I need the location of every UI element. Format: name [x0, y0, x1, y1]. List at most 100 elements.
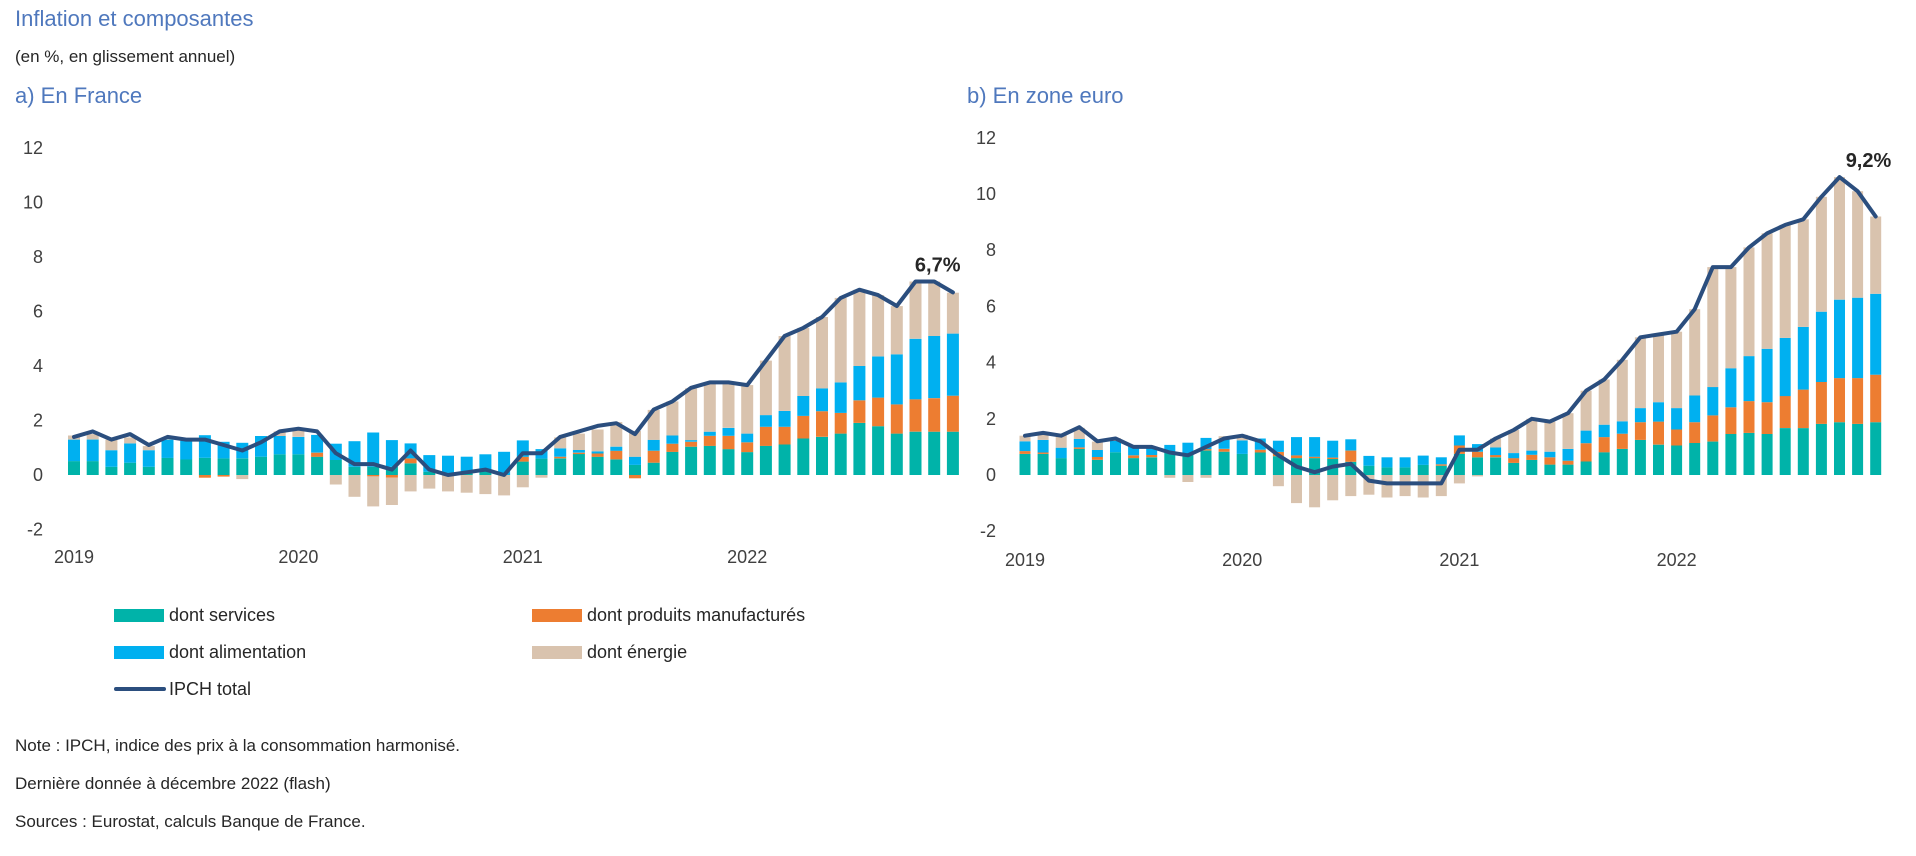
bar-alimentation [1363, 455, 1375, 466]
bar-alimentation [1671, 408, 1683, 430]
bar-alimentation [834, 382, 847, 413]
bar-alimentation [1110, 441, 1121, 453]
bar-energie [778, 336, 791, 411]
bar-alimentation [1616, 421, 1628, 434]
bar-alimentation [1634, 408, 1646, 423]
bar-services [1779, 428, 1791, 475]
bar-services [685, 446, 698, 475]
bar-energie [629, 430, 641, 457]
bar-energie [703, 382, 716, 432]
bar-manufactures [217, 475, 230, 477]
bar-energie [1435, 475, 1447, 497]
bar-manufactures [759, 426, 772, 446]
bar-alimentation [1417, 455, 1429, 465]
annotation-last-value: 6,7% [915, 255, 961, 277]
bar-manufactures [1598, 437, 1610, 453]
bar-manufactures [1091, 457, 1103, 460]
bar-manufactures [1218, 448, 1230, 452]
bar-manufactures [311, 452, 324, 457]
x-tick-label: 2022 [727, 547, 767, 567]
bar-energie [816, 317, 828, 389]
bar-alimentation [142, 450, 155, 467]
bar-energie [1815, 196, 1827, 312]
bar-energie [329, 475, 342, 485]
bar-services [1399, 467, 1411, 475]
bar-services [1073, 448, 1085, 475]
bar-manufactures [853, 400, 866, 423]
bar-alimentation [86, 439, 99, 462]
bar-services [853, 423, 866, 475]
bar-services [1472, 457, 1483, 475]
bar-energie [1309, 475, 1321, 508]
bar-services [1254, 452, 1266, 475]
bar-services [703, 445, 716, 475]
bar-energie [1725, 267, 1737, 369]
bar-energie [1019, 435, 1031, 442]
bar-alimentation [1146, 446, 1158, 455]
bar-energie [348, 475, 361, 497]
bar-energie [1055, 435, 1067, 448]
bar-alimentation [759, 415, 772, 427]
bar-energie [1634, 337, 1646, 409]
bar-alimentation [1779, 337, 1791, 397]
bar-services [1544, 464, 1556, 475]
bar-alimentation [946, 333, 959, 396]
bar-alimentation [554, 448, 567, 457]
bar-alimentation [1508, 453, 1520, 459]
bar-services [610, 459, 623, 475]
bar-manufactures [1689, 422, 1701, 443]
bar-manufactures [1834, 378, 1845, 423]
x-tick-label: 2019 [54, 547, 94, 567]
bar-services [367, 466, 380, 475]
legend-label: IPCH total [169, 678, 252, 699]
legend-line-ipch [114, 687, 166, 691]
y-tick-label: 8 [33, 247, 43, 267]
bar-services [68, 461, 80, 475]
bar-energie [535, 475, 548, 478]
panel-title-france: a) En France [15, 83, 143, 108]
bar-services [1743, 432, 1755, 475]
bar-services [236, 458, 249, 475]
bar-energie [1852, 191, 1864, 298]
bar-manufactures [928, 398, 941, 432]
annotation-last-value: 9,2% [1846, 150, 1892, 172]
bar-services [1381, 467, 1393, 475]
y-tick-label: 12 [976, 128, 996, 148]
bar-manufactures [516, 456, 529, 462]
bar-energie [909, 281, 922, 339]
bar-energie [1182, 475, 1194, 482]
bar-manufactures [1634, 422, 1646, 440]
bar-manufactures [1254, 449, 1266, 453]
bar-manufactures [722, 435, 735, 450]
bar-manufactures [1327, 457, 1339, 459]
bar-services [1128, 458, 1140, 475]
bar-services [105, 466, 118, 475]
bar-alimentation [685, 440, 698, 442]
legend-item-services: dont services [114, 604, 275, 626]
bar-alimentation [1309, 437, 1321, 457]
bar-services [1870, 422, 1882, 475]
bar-services [629, 464, 641, 475]
bar-services [946, 431, 959, 475]
bar-energie [1345, 475, 1357, 497]
y-tick-label: 2 [33, 411, 43, 431]
legend-swatch-alimentation [114, 645, 164, 659]
bar-services [1562, 464, 1574, 475]
bar-services [1490, 457, 1502, 475]
bar-energie [1834, 177, 1845, 300]
bar-services [1164, 452, 1176, 475]
chart-title: Inflation et composantes [15, 6, 254, 31]
legend-item-manufactures: dont produits manufacturés [532, 604, 805, 626]
bar-services [778, 444, 791, 475]
bar-alimentation [1091, 450, 1103, 457]
bar-services [1091, 459, 1103, 475]
bar-energie [1598, 379, 1610, 425]
bar-services [872, 426, 885, 475]
bar-energie [423, 475, 436, 489]
bar-services [647, 462, 660, 475]
bar-services [161, 457, 174, 475]
bar-energie [890, 306, 903, 355]
bar-manufactures [1870, 374, 1882, 423]
x-tick-label: 2021 [503, 547, 543, 567]
